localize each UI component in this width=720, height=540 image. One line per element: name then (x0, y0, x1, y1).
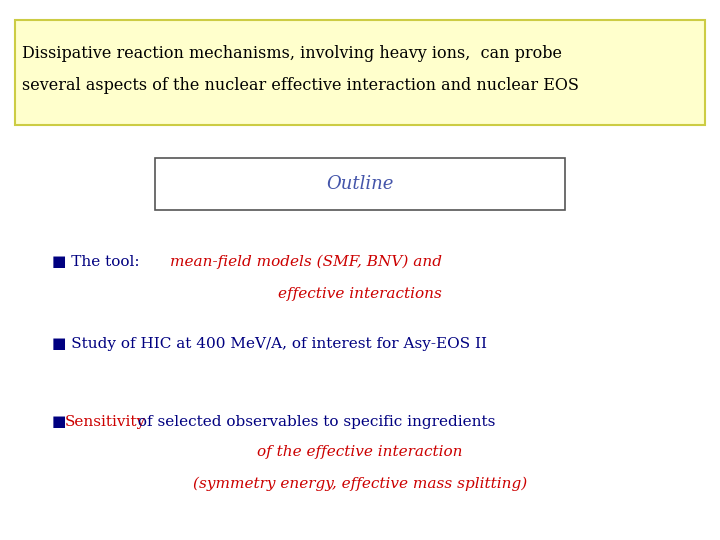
Text: ■ Study of HIC at 400 MeV/A, of interest for Asy-EOS II: ■ Study of HIC at 400 MeV/A, of interest… (52, 337, 487, 351)
Text: several aspects of the nuclear effective interaction and nuclear EOS: several aspects of the nuclear effective… (22, 77, 579, 93)
Text: (symmetry energy, effective mass splitting): (symmetry energy, effective mass splitti… (193, 477, 527, 491)
FancyBboxPatch shape (15, 20, 705, 125)
Text: ■ The tool:: ■ The tool: (52, 255, 149, 269)
Text: of the effective interaction: of the effective interaction (257, 445, 463, 459)
Text: of selected observables to specific ingredients: of selected observables to specific ingr… (133, 415, 495, 429)
Text: ■: ■ (52, 415, 71, 429)
Text: Outline: Outline (326, 175, 394, 193)
Text: effective interactions: effective interactions (278, 287, 442, 301)
Text: Dissipative reaction mechanisms, involving heavy ions,  can probe: Dissipative reaction mechanisms, involvi… (22, 44, 562, 62)
Text: Sensitivity: Sensitivity (65, 415, 146, 429)
Text: mean-field models (SMF, BNV) and: mean-field models (SMF, BNV) and (170, 255, 442, 269)
FancyBboxPatch shape (155, 158, 565, 210)
